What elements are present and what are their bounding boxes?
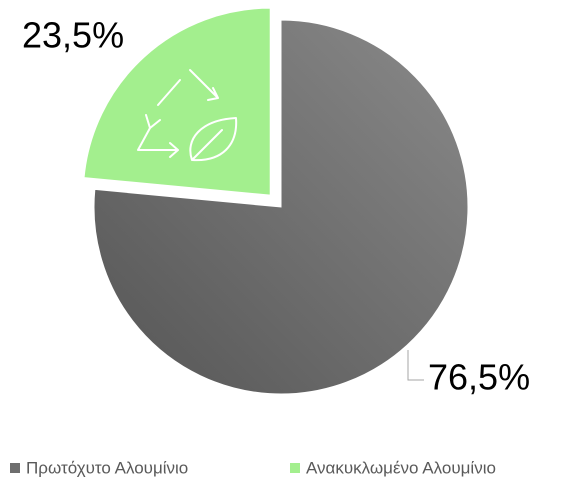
legend-label: Πρωτόχυτο Αλουμίνιο (26, 458, 188, 477)
legend-swatch (10, 463, 20, 473)
data-label: 76,5% (428, 357, 530, 398)
recycle-icon (137, 69, 238, 162)
legend-swatch (290, 463, 300, 473)
labels: 76,5% 23,5% (22, 15, 530, 398)
pie-slice (83, 7, 271, 196)
data-label: 23,5% (22, 15, 124, 56)
pie-slice (93, 19, 469, 395)
legend: Πρωτόχυτο Αλουμίνιο Ανακυκλωμένο Αλουμίνι… (10, 458, 496, 477)
legend-label: Ανακυκλωμένο Αλουμίνιο (306, 458, 496, 477)
pie (83, 7, 469, 395)
leader-line (407, 350, 424, 381)
